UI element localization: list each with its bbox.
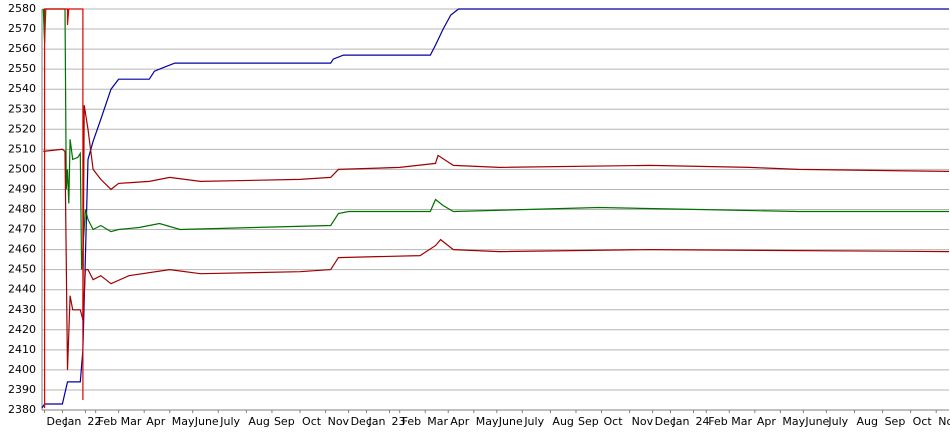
x-tick-label: June — [194, 415, 219, 428]
x-tick-label: July — [219, 415, 240, 428]
x-tick-label: Mar — [121, 415, 142, 428]
x-tick-label: Feb — [402, 415, 421, 428]
data-line — [43, 105, 950, 370]
x-tick-label: Aug — [552, 415, 573, 428]
x-tick-label: Feb — [708, 415, 727, 428]
x-tick-label: Jan — [672, 415, 690, 428]
y-tick-label: 2530 — [8, 102, 36, 115]
x-tick-label: Jan — [63, 415, 81, 428]
x-tick-label: Apr — [146, 415, 166, 428]
x-tick-label: 22 — [87, 415, 101, 428]
x-tick-label: June — [804, 415, 829, 428]
x-tick-label: Aug — [248, 415, 269, 428]
x-tick-label: Dec — [351, 415, 372, 428]
data-line — [42, 8, 949, 270]
y-tick-label: 2550 — [8, 62, 36, 75]
data-line — [41, 8, 949, 409]
x-tick-label: June — [498, 415, 523, 428]
y-tick-label: 2460 — [8, 243, 36, 256]
y-tick-label: 2490 — [8, 182, 36, 195]
y-tick-label: 2430 — [8, 303, 36, 316]
y-tick-label: 2470 — [8, 223, 36, 236]
y-tick-label: 2440 — [8, 283, 36, 296]
x-tick-label: Feb — [98, 415, 117, 428]
y-tick-label: 2420 — [8, 323, 36, 336]
x-tick-label: May — [172, 415, 195, 428]
x-tick-label: Oct — [913, 415, 933, 428]
x-tick-label: Dec — [655, 415, 676, 428]
y-tick-label: 2500 — [8, 162, 36, 175]
y-tick-label: 2480 — [8, 203, 36, 216]
data-line — [44, 8, 84, 408]
x-tick-label: Apr — [757, 415, 777, 428]
x-tick-label: Oct — [302, 415, 322, 428]
x-tick-label: 24 — [696, 415, 710, 428]
y-tick-label: 2560 — [8, 42, 36, 55]
x-tick-label: 23 — [391, 415, 405, 428]
x-tick-label: Nov — [632, 415, 654, 428]
x-tick-label: Dec — [47, 415, 68, 428]
y-tick-label: 2520 — [8, 122, 36, 135]
x-tick-label: July — [827, 415, 848, 428]
y-tick-label: 2450 — [8, 263, 36, 276]
x-tick-label: May — [782, 415, 805, 428]
y-tick-label: 2510 — [8, 142, 36, 155]
y-tick-label: 2570 — [8, 22, 36, 35]
x-tick-label: No — [938, 415, 950, 428]
y-tick-label: 2540 — [8, 82, 36, 95]
x-tick-label: Mar — [427, 415, 448, 428]
x-tick-label: Sep — [578, 415, 599, 428]
x-tick-label: Sep — [885, 415, 906, 428]
y-tick-label: 2580 — [8, 2, 36, 15]
x-tick-label: July — [523, 415, 544, 428]
x-tick-label: Aug — [856, 415, 877, 428]
x-tick-label: Mar — [731, 415, 752, 428]
x-tick-label: Oct — [604, 415, 624, 428]
x-tick-label: Jan — [367, 415, 385, 428]
x-tick-label: Sep — [274, 415, 295, 428]
y-tick-label: 2400 — [8, 363, 36, 376]
y-tick-label: 2390 — [8, 383, 36, 396]
x-tick-label: May — [476, 415, 499, 428]
x-tick-label: Nov — [328, 415, 350, 428]
data-line — [82, 238, 950, 320]
y-tick-label: 2410 — [8, 343, 36, 356]
y-tick-label: 2380 — [8, 403, 36, 416]
x-tick-label: Apr — [450, 415, 470, 428]
